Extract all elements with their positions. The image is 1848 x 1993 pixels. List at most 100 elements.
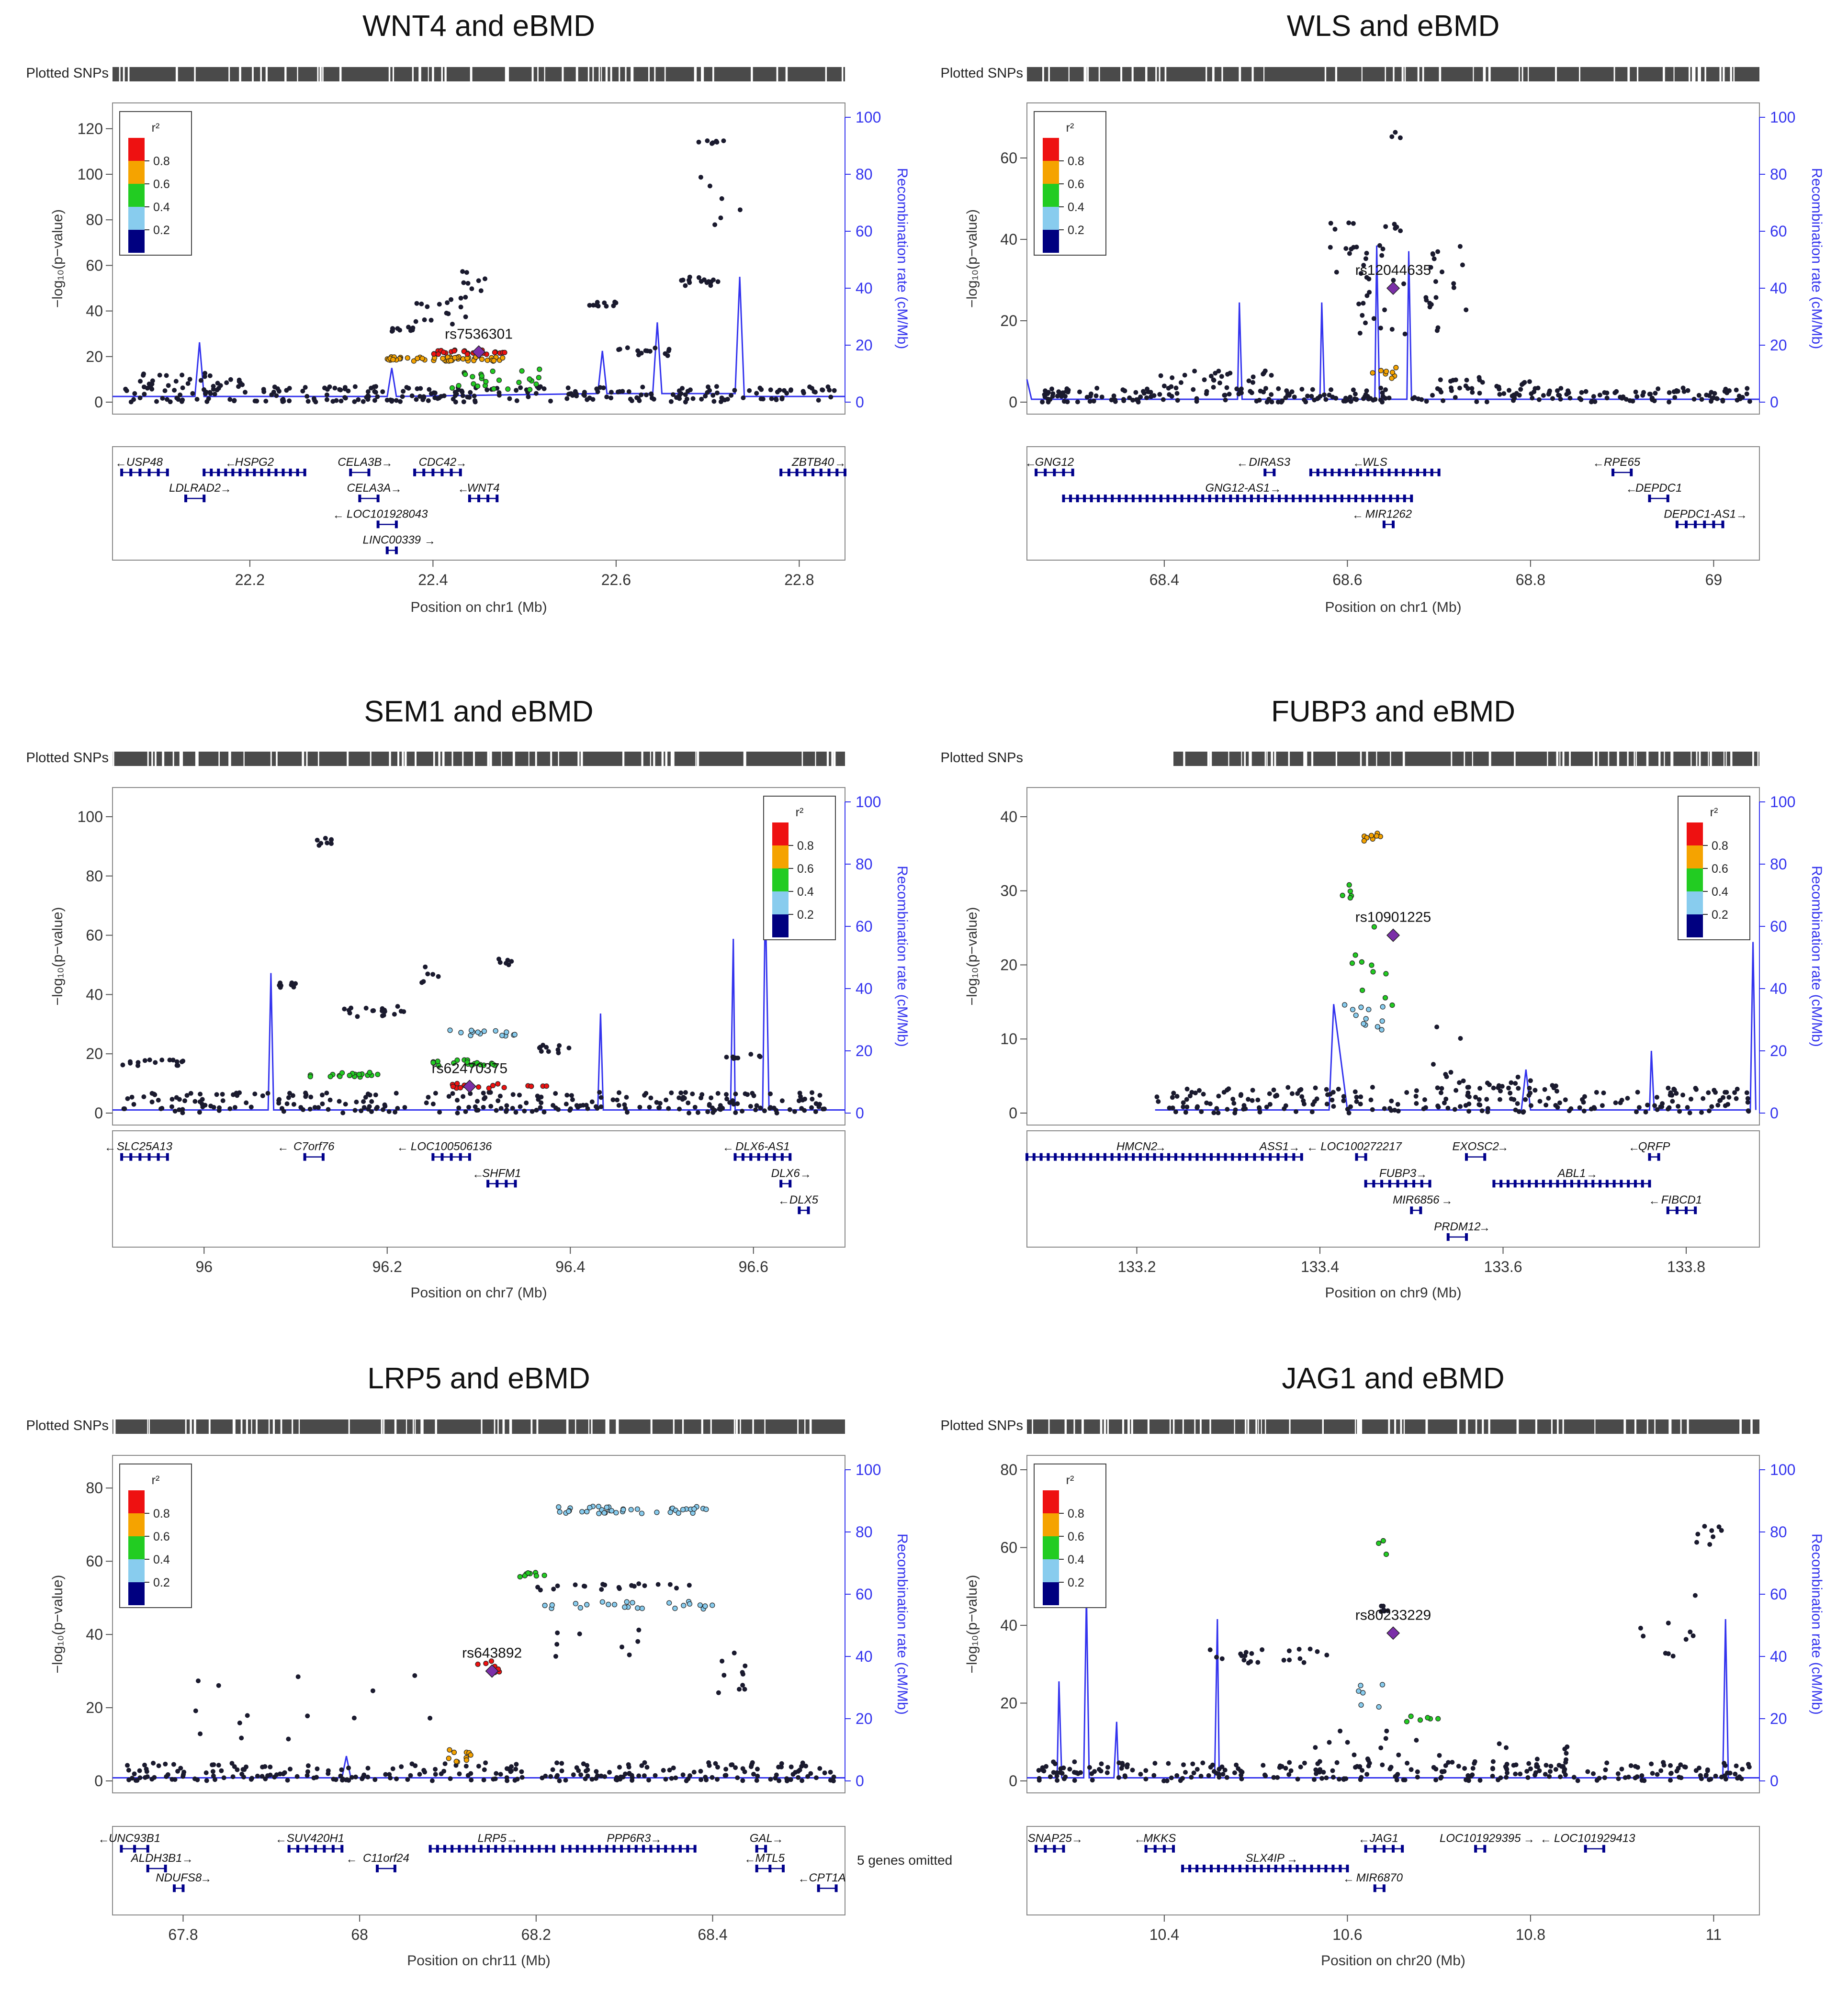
snp-point bbox=[1720, 397, 1725, 403]
snp-point bbox=[432, 395, 438, 400]
snp-point bbox=[1515, 1074, 1521, 1080]
snp-gap bbox=[1693, 67, 1696, 81]
plotted-snps-label: Plotted SNPs bbox=[941, 1418, 1023, 1433]
snp-point bbox=[193, 1708, 198, 1713]
snp-point bbox=[464, 270, 469, 275]
gene-exon bbox=[1309, 468, 1312, 476]
arrow-left-icon: ← bbox=[1134, 1833, 1145, 1846]
gene-exon bbox=[181, 1884, 185, 1892]
snp-gap bbox=[610, 67, 612, 81]
snp-point bbox=[394, 1091, 399, 1096]
snp-gap bbox=[841, 67, 844, 81]
snp-point bbox=[1200, 1760, 1206, 1766]
snp-point bbox=[557, 1509, 563, 1515]
snp-point bbox=[1683, 1637, 1689, 1642]
legend-break-label: 0.4 bbox=[1712, 885, 1728, 899]
y-tick-label: 30 bbox=[1000, 882, 1017, 900]
snp-gap bbox=[268, 1419, 270, 1434]
snp-point bbox=[448, 358, 454, 363]
snp-point bbox=[141, 372, 146, 376]
snp-point bbox=[699, 396, 704, 402]
snp-point bbox=[468, 390, 473, 395]
snp-point bbox=[287, 398, 292, 404]
snp-point bbox=[1356, 301, 1362, 306]
snp-gap bbox=[1547, 752, 1548, 766]
snp-point bbox=[235, 1767, 240, 1772]
gene-exon bbox=[1083, 495, 1086, 503]
snp-point bbox=[211, 1773, 216, 1779]
gene-exon bbox=[781, 1864, 785, 1872]
gene-exon bbox=[210, 468, 213, 476]
snp-point bbox=[1382, 1106, 1387, 1111]
snp-point bbox=[356, 397, 361, 402]
snp-point bbox=[1298, 1764, 1303, 1769]
snp-point bbox=[1199, 1109, 1204, 1115]
snp-point bbox=[1220, 1772, 1226, 1777]
gene-exon bbox=[1437, 468, 1441, 476]
snp-gap bbox=[228, 67, 230, 81]
snp-point bbox=[1677, 1109, 1682, 1114]
snp-point bbox=[361, 399, 366, 404]
snp-point bbox=[636, 1581, 642, 1587]
snp-point bbox=[1264, 399, 1270, 405]
snp-point bbox=[307, 1106, 313, 1112]
snp-point bbox=[339, 1070, 345, 1076]
gene-label: MIR6870 bbox=[1356, 1871, 1403, 1884]
snp-point bbox=[1526, 1761, 1532, 1766]
snp-point bbox=[1542, 1087, 1547, 1092]
snp-gap bbox=[1569, 752, 1571, 766]
gene-exon bbox=[486, 1180, 490, 1188]
snp-gap bbox=[654, 67, 656, 81]
snp-point bbox=[481, 1104, 486, 1110]
snp-point bbox=[1055, 394, 1060, 399]
arrow-left-icon: ← bbox=[225, 457, 237, 470]
gene-exon bbox=[1201, 495, 1205, 503]
snp-point bbox=[1219, 374, 1224, 379]
snp-point bbox=[1133, 390, 1138, 395]
snp-point bbox=[1668, 1778, 1673, 1783]
snp-point bbox=[1722, 389, 1727, 394]
snp-point bbox=[608, 390, 614, 395]
snp-gap bbox=[607, 1419, 609, 1434]
snp-point bbox=[1111, 393, 1116, 398]
legend-swatch bbox=[128, 1582, 145, 1605]
snp-point bbox=[1346, 882, 1352, 888]
snp-gap bbox=[664, 67, 666, 81]
gene-label: WLS bbox=[1363, 456, 1387, 469]
snp-point bbox=[304, 1092, 309, 1097]
gene-exon bbox=[450, 1153, 453, 1161]
gene-exon bbox=[147, 1153, 151, 1161]
x-tick-label: 96 bbox=[195, 1258, 213, 1275]
snp-gap bbox=[1559, 752, 1561, 766]
snp-point bbox=[1048, 397, 1053, 402]
snp-point bbox=[352, 399, 357, 404]
snp-point bbox=[649, 395, 654, 401]
snp-point bbox=[1477, 391, 1482, 396]
arrow-left-icon: ← bbox=[275, 1833, 287, 1846]
snp-point bbox=[198, 1092, 203, 1097]
gene-label: DEPDC1-AS1 bbox=[1664, 507, 1736, 520]
gene-exon bbox=[431, 1153, 435, 1161]
snp-point bbox=[1349, 960, 1355, 966]
snp-gap bbox=[619, 67, 620, 81]
snp-point bbox=[727, 1100, 732, 1105]
snp-gap bbox=[712, 67, 714, 81]
snp-point bbox=[135, 1063, 140, 1068]
snp-point bbox=[810, 1096, 815, 1102]
gene-exon bbox=[1252, 1864, 1256, 1872]
y-tick-label: 40 bbox=[86, 986, 103, 1003]
snp-gap bbox=[531, 67, 534, 81]
y-tick-label: 0 bbox=[1009, 1772, 1017, 1790]
snp-point bbox=[1348, 1104, 1353, 1109]
gene-exon bbox=[755, 1845, 758, 1853]
snp-point bbox=[643, 348, 648, 353]
snp-point bbox=[1224, 1775, 1229, 1780]
snp-gap bbox=[389, 752, 391, 766]
snp-point bbox=[1579, 390, 1584, 395]
snp-point bbox=[147, 1057, 152, 1062]
snp-point bbox=[1231, 1101, 1237, 1106]
snp-point bbox=[405, 1777, 410, 1782]
recomb-tick-label: 40 bbox=[1770, 1648, 1787, 1665]
snp-point bbox=[816, 398, 821, 403]
snp-point bbox=[779, 396, 785, 402]
